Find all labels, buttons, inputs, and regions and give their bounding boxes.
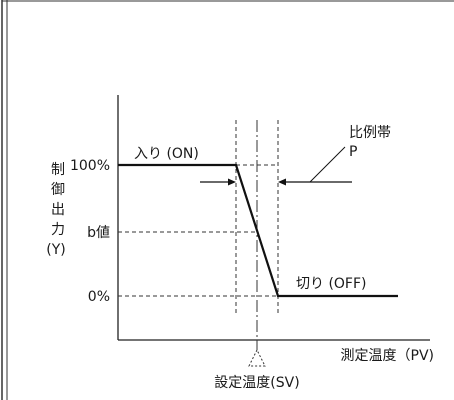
control-output-line bbox=[118, 163, 398, 298]
band-arrow-left-head bbox=[228, 178, 236, 186]
x-axis-label: 測定温度（PV) bbox=[341, 348, 434, 364]
y-axis-symbol: (Y) bbox=[46, 242, 65, 258]
y-tick-100-percent: 100% bbox=[70, 158, 110, 174]
proportional-band-symbol: P bbox=[349, 144, 357, 160]
setpoint-label: 設定温度(SV) bbox=[214, 375, 299, 391]
proportional-band-label: 比例帯 bbox=[349, 125, 391, 141]
on-label: 入り (ON) bbox=[134, 146, 199, 162]
y-tick-0-percent: 0% bbox=[88, 289, 110, 305]
band-leader-line bbox=[309, 146, 346, 183]
band-arrow-right-head bbox=[278, 178, 286, 186]
y-axis-label-char-3: 出 bbox=[51, 202, 65, 218]
y-axis-label-char-2: 御 bbox=[51, 182, 65, 198]
y-axis-label-char-4: 力 bbox=[51, 222, 65, 238]
y-axis-label-char-1: 制 bbox=[51, 162, 65, 178]
off-label: 切り (OFF) bbox=[296, 276, 367, 292]
setpoint-triangle-marker bbox=[248, 348, 266, 367]
y-tick-b-value: b値 bbox=[87, 225, 110, 241]
